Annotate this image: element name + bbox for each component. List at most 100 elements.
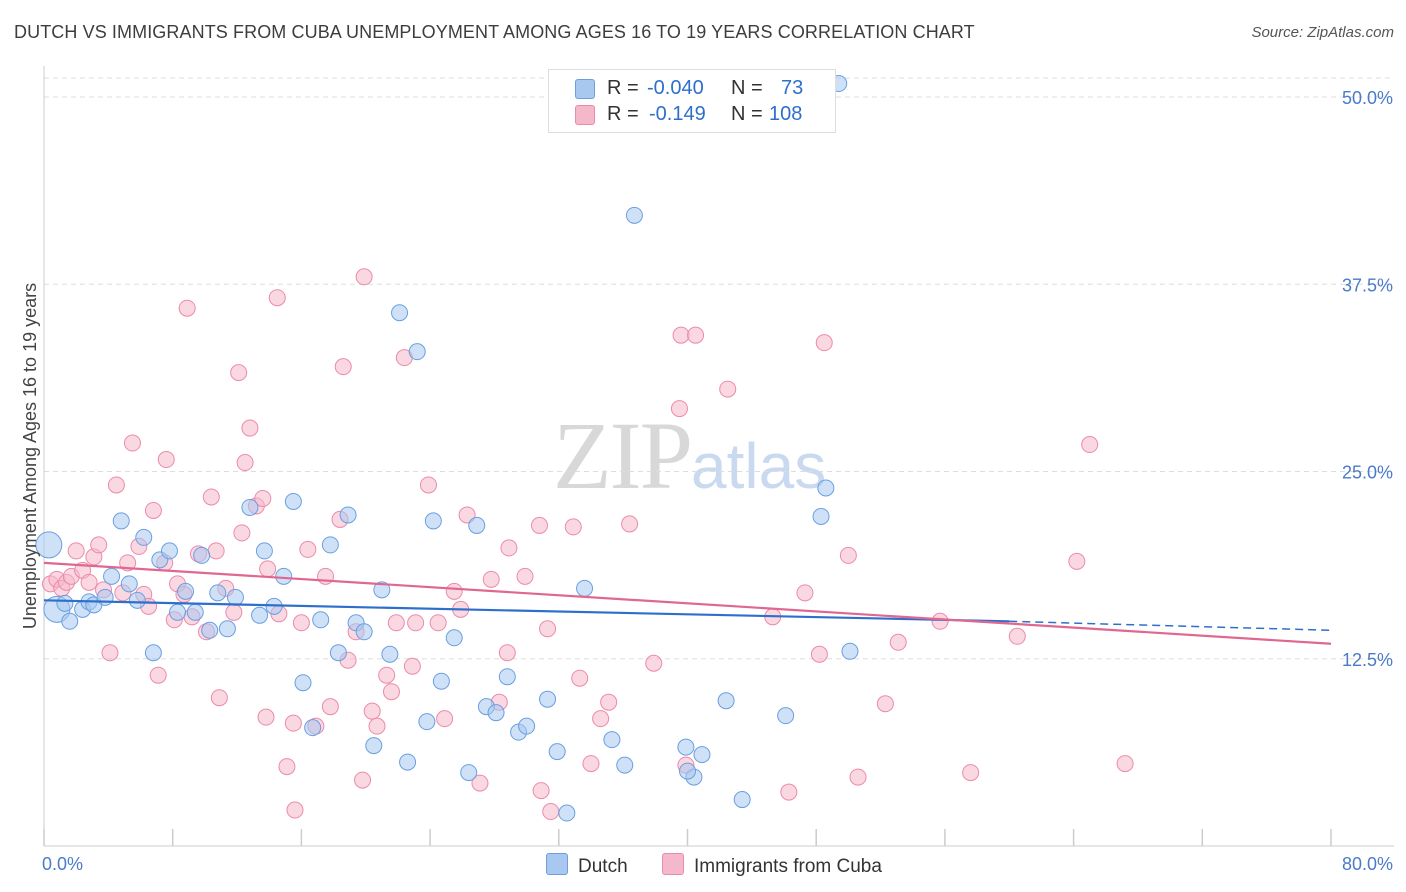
cuba-point: [498, 644, 516, 662]
cuba-point: [592, 710, 610, 728]
chart-source: Source: ZipAtlas.com: [1251, 24, 1394, 41]
cuba-point: [672, 326, 690, 344]
dutch-point: [460, 764, 478, 782]
dutch-point: [35, 531, 63, 559]
cuba-point: [257, 708, 275, 726]
dutch-point: [329, 644, 347, 662]
dutch-points: [35, 75, 859, 822]
dutch-point: [193, 546, 211, 564]
dutch-trend-extension: [1009, 620, 1332, 632]
cuba-point: [284, 714, 302, 732]
cuba-point: [286, 801, 304, 819]
legend-r-label: R =: [607, 103, 639, 125]
dutch-point: [355, 623, 373, 641]
cuba-point: [516, 567, 534, 585]
cuba-point: [236, 454, 254, 472]
dutch-point: [841, 642, 859, 660]
y-tick-label: 37.5%: [1342, 275, 1393, 295]
cuba-point: [334, 358, 352, 376]
dutch-point: [812, 507, 830, 525]
cuba-point: [445, 582, 463, 600]
dutch-point: [677, 738, 695, 756]
cuba-point: [532, 782, 550, 800]
dutch-point: [373, 581, 391, 599]
dutch-point: [468, 516, 486, 534]
dutch-point: [717, 692, 735, 710]
dutch-point: [294, 674, 312, 692]
dutch-point: [603, 731, 621, 749]
cuba-point: [436, 710, 454, 728]
cuba-point: [321, 698, 339, 716]
dutch-point: [432, 672, 450, 690]
watermark-atlas: atlas: [691, 430, 827, 502]
legend-n-value: 108: [769, 103, 803, 125]
cuba-point: [839, 546, 857, 564]
dutch-point: [177, 582, 195, 600]
legend-n-value: 73: [781, 77, 804, 99]
cuba-point: [202, 488, 220, 506]
dutch-point: [61, 612, 79, 630]
bottom-legend-dutch: Dutch: [546, 853, 628, 878]
cuba-point: [80, 573, 98, 591]
dutch-point: [120, 575, 138, 593]
legend-r-value: -0.149: [649, 103, 706, 125]
cuba-point: [815, 334, 833, 352]
cuba-point: [230, 364, 248, 382]
cuba-point: [931, 612, 949, 630]
grid-lines: [44, 77, 1394, 660]
cuba-points: [41, 268, 1134, 821]
dutch-point: [548, 743, 566, 761]
dutch-point: [275, 567, 293, 585]
bottom-legend-swatch-dutch: [546, 853, 568, 875]
dutch-point: [226, 588, 244, 606]
dutch-point: [418, 713, 436, 731]
cuba-point: [90, 536, 108, 554]
dutch-point: [391, 304, 409, 322]
cuba-point: [387, 614, 405, 632]
cuba-point: [542, 803, 560, 821]
dutch-point: [693, 746, 711, 764]
axis-labels: 12.5% 25.0% 37.5% 50.0% 0.0% 80.0% Unemploymen…: [20, 88, 1393, 874]
dutch-point: [321, 536, 339, 554]
dutch-point: [339, 506, 357, 524]
cuba-point: [458, 506, 476, 524]
cuba-point: [962, 764, 980, 782]
dutch-point: [399, 753, 417, 771]
trend-lines: [43, 561, 1332, 645]
dutch-point: [144, 644, 162, 662]
cuba-point: [292, 614, 310, 632]
cuba-point: [621, 515, 639, 533]
cuba-point: [571, 669, 589, 687]
cuba-point: [539, 620, 557, 638]
cuba-trend-line: [43, 561, 1332, 645]
dutch-point: [255, 542, 273, 560]
dutch-point: [135, 528, 153, 546]
dutch-point: [103, 567, 121, 585]
legend-r-value: -0.040: [647, 77, 704, 99]
dutch-point: [445, 629, 463, 647]
cuba-point: [210, 689, 228, 707]
cuba-point: [178, 299, 196, 317]
cuba-point: [849, 768, 867, 786]
dutch-point: [284, 492, 302, 510]
dutch-point: [777, 707, 795, 725]
cuba-point: [482, 570, 500, 588]
cuba-point: [207, 542, 225, 560]
cuba-point: [149, 666, 167, 684]
cuba-point: [378, 666, 396, 684]
bottom-legend-label-dutch: Dutch: [578, 856, 628, 877]
y-tick-label: 25.0%: [1342, 463, 1393, 483]
dutch-point: [518, 717, 536, 735]
watermark-zip: ZIP: [553, 402, 693, 509]
legend-n-label: N =: [731, 77, 763, 99]
cuba-point: [645, 654, 663, 672]
cuba-point: [429, 614, 447, 632]
cuba-point: [299, 540, 317, 558]
x-tick-label-max: 80.0%: [1342, 854, 1393, 874]
bottom-legend-label-cuba: Immigrants from Cuba: [694, 856, 882, 877]
cuba-point: [382, 683, 400, 701]
correlation-legend: R = -0.040 N = 73 R = -0.149 N = 108: [548, 69, 836, 133]
cuba-point: [419, 476, 437, 494]
dutch-point: [733, 791, 751, 809]
